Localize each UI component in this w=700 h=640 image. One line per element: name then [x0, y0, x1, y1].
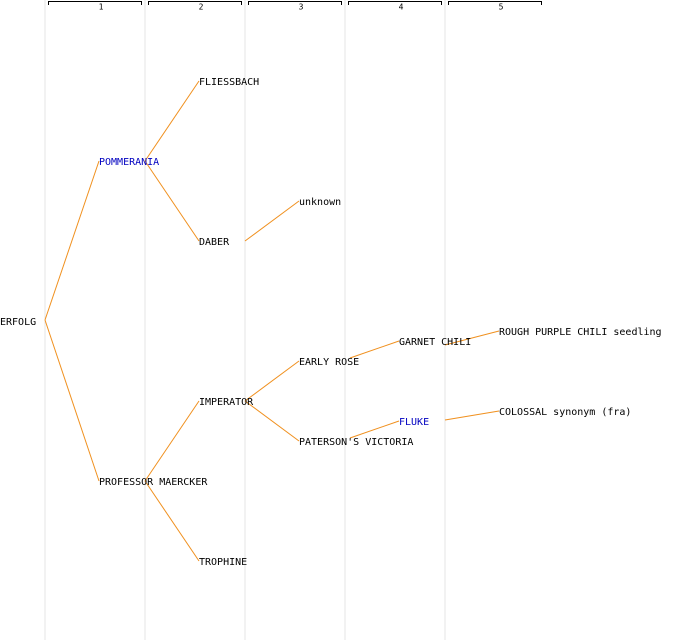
column-number: 4 — [399, 3, 404, 12]
node-label[interactable]: DABER — [199, 237, 230, 248]
node-label[interactable]: POMMERANIA — [99, 157, 159, 168]
column-number: 1 — [99, 3, 104, 12]
node-label[interactable]: FLIESSBACH — [199, 77, 259, 88]
node-label[interactable]: EARLY ROSE — [299, 357, 359, 368]
node-label[interactable]: ROUGH PURPLE CHILI seedling — [499, 327, 662, 338]
column-number: 5 — [499, 3, 504, 12]
column-number: 3 — [299, 3, 304, 12]
column-lines — [44, 0, 446, 640]
node-label[interactable]: PATERSON'S VICTORIA — [299, 437, 413, 448]
node-label[interactable]: COLOSSAL synonym (fra) — [499, 407, 631, 418]
edges — [44, 80, 500, 562]
node-label[interactable]: FLUKE — [399, 417, 429, 428]
column-number: 2 — [199, 3, 204, 12]
node-label: unknown — [299, 197, 341, 208]
node-label: ERFOLG — [0, 317, 36, 328]
nodes: ERFOLG POMMERANIA PROFESSOR MAERCKER FLI… — [0, 77, 662, 568]
node-label[interactable]: IMPERATOR — [199, 397, 254, 408]
column-headers: 1 2 3 4 5 — [48, 1, 542, 12]
node-label[interactable]: GARNET CHILI — [399, 337, 471, 348]
node-label[interactable]: PROFESSOR MAERCKER — [99, 477, 208, 488]
node-label[interactable]: TROPHINE — [199, 557, 247, 568]
